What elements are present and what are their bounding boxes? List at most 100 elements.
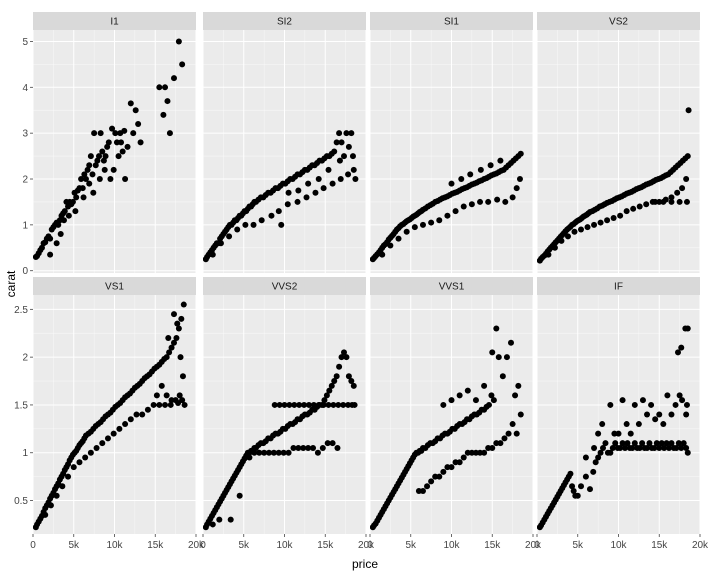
scatter-point <box>481 382 488 389</box>
scatter-point <box>295 187 302 194</box>
scatter-point <box>270 449 277 456</box>
scatter-point <box>174 320 181 327</box>
scatter-point <box>609 444 616 451</box>
scatter-point <box>517 411 524 418</box>
scatter-point <box>612 440 619 447</box>
scatter-point <box>545 251 552 258</box>
scatter-point <box>178 315 185 322</box>
scatter-point <box>567 470 574 477</box>
scatter-point <box>82 176 89 183</box>
scatter-point <box>168 397 175 404</box>
scatter-point <box>656 444 663 451</box>
scatter-point <box>118 139 125 146</box>
scatter-point <box>684 449 691 456</box>
facet-panel-si1: SI1 <box>369 12 534 273</box>
scatter-point <box>468 201 475 208</box>
scatter-point <box>97 130 104 137</box>
scatter-point <box>173 335 180 342</box>
scatter-point <box>175 38 182 45</box>
scatter-point <box>477 198 484 205</box>
scatter-point <box>493 440 500 447</box>
scatter-point <box>627 430 634 437</box>
scatter-point <box>156 401 163 408</box>
scatter-point <box>488 392 495 399</box>
scatter-point <box>79 185 86 192</box>
facet-strip <box>203 277 366 295</box>
scatter-point <box>636 203 643 210</box>
scatter-points <box>370 325 524 531</box>
scatter-point <box>485 444 492 451</box>
scatter-point <box>631 401 638 408</box>
scatter-point <box>517 150 524 157</box>
scatter-point <box>338 139 345 146</box>
scatter-point <box>668 440 675 447</box>
scatter-point <box>271 401 278 408</box>
scatter-point <box>419 221 426 228</box>
scatter-point <box>582 473 589 480</box>
scatter-point <box>505 430 512 437</box>
scatter-point <box>110 166 117 173</box>
scatter-point <box>343 354 350 361</box>
scatter-point <box>276 401 283 408</box>
scatter-point <box>622 444 629 451</box>
scatter-point <box>630 205 637 212</box>
scatter-point <box>607 401 614 408</box>
scatter-point <box>110 430 117 437</box>
facet-strip-label: VS1 <box>105 282 124 293</box>
scatter-point <box>432 473 439 480</box>
scatter-point <box>303 194 310 201</box>
scatter-point <box>234 226 241 233</box>
scatter-point <box>424 483 431 490</box>
scatter-point <box>444 464 451 471</box>
scatter-point <box>684 153 691 160</box>
scatter-point <box>70 464 77 471</box>
scatter-point <box>104 435 111 442</box>
scatter-point <box>69 198 76 205</box>
scatter-point <box>452 208 459 215</box>
scatter-points <box>203 130 359 263</box>
scatter-point <box>209 251 216 258</box>
scatter-point <box>296 401 303 408</box>
scatter-point <box>170 311 177 318</box>
x-tick-label: 20k <box>692 540 709 551</box>
scatter-point <box>485 198 492 205</box>
scatter-point <box>315 176 322 183</box>
scatter-point <box>242 221 249 228</box>
scatter-point <box>80 194 87 201</box>
scatter-point <box>209 521 216 528</box>
scatter-point <box>592 459 599 466</box>
scatter-point <box>639 440 646 447</box>
y-tick-label: 2.5 <box>14 305 28 316</box>
scatter-point <box>338 354 345 361</box>
scatter-point <box>595 454 602 461</box>
scatter-point <box>604 217 611 224</box>
facet-panel-vvs2: VVS2 0 5k 10k 15k 20k <box>200 277 375 551</box>
scatter-point <box>166 130 173 137</box>
scatter-point <box>513 185 520 192</box>
scatter-point <box>340 349 347 356</box>
scatter-point <box>94 157 101 164</box>
scatter-point <box>597 219 604 226</box>
scatter-point <box>122 176 129 183</box>
scatter-point <box>436 217 443 224</box>
scatter-point <box>646 440 653 447</box>
scatter-point <box>643 201 650 208</box>
scatter-point <box>246 454 253 461</box>
scatter-point <box>340 153 347 160</box>
scatter-point <box>320 185 327 192</box>
facet-strip <box>203 12 366 30</box>
scatter-point <box>319 444 326 451</box>
scatter-point <box>124 143 131 150</box>
scatter-point <box>84 166 91 173</box>
scatter-point <box>652 416 659 423</box>
y-tick-label: 4 <box>22 83 28 94</box>
scatter-point <box>387 242 394 249</box>
scatter-point <box>494 196 501 203</box>
scatter-point <box>343 130 350 137</box>
scatter-point <box>619 397 626 404</box>
scatter-point <box>47 235 54 242</box>
scatter-point <box>47 251 54 258</box>
facet-panels: I1 0 1 2 3 4 5 SI2 SI1 VS2 VS1 0.5 1 1.5 2 2.5 0 5k 10k 15k… <box>14 12 709 551</box>
scatter-point <box>315 401 322 408</box>
scatter-point <box>660 421 667 428</box>
